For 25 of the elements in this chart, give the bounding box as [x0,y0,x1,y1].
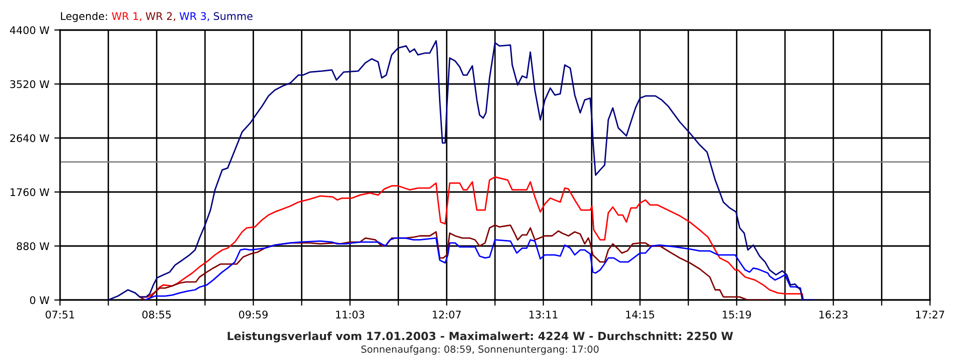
line-series [107,40,816,300]
x-tick-label: 11:03 [336,310,364,318]
text: Summe [214,12,252,20]
x-tick-label: 16:23 [819,310,848,318]
x-tick-label: 17:27 [916,310,944,318]
text: Sonnenaufgang: 08:59, Sonnenuntergang: 17:00 [361,345,599,355]
y-tick-label: 3520 W [10,80,50,88]
x-tick-label: 13:11 [529,310,558,318]
x-tick-label: 14:15 [626,310,654,318]
y-tick-label: 1760 W [10,188,50,196]
x-tick-label: 12:07 [432,310,461,318]
line-series [139,224,770,300]
text: WR 1, [112,12,142,22]
y-tick-label: 4400 W [10,26,50,34]
y-tick-label: 2640 W [10,134,50,142]
x-tick-label: 08:55 [142,310,171,318]
x-tick-label: 07:51 [46,310,74,318]
x-tick-label: 09:59 [239,310,268,318]
y-tick-label: 0 W [30,296,50,304]
x-tick-label: 15:19 [722,310,751,318]
text: WR 2, [146,12,176,22]
legend-title: Legende: [61,12,107,22]
text: WR 3, [180,12,210,22]
text: Leistungsverlauf vom 17.01.2003 - Maximalwert: 4224 W - Durchschnitt: 2250 W [228,332,733,342]
y-tick-label: 880 W [16,242,50,250]
